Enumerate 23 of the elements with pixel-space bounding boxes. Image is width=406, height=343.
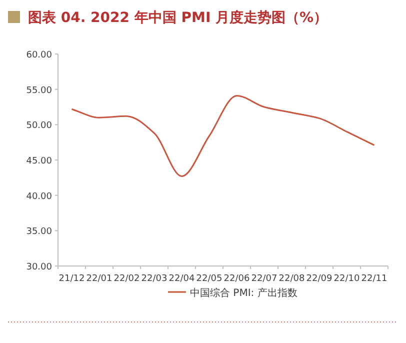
y-tick-label: 60.00 [26, 50, 52, 60]
x-tick-label: 22/04 [168, 274, 195, 284]
y-tick-label: 30.00 [26, 262, 52, 272]
x-tick-label: 22/08 [278, 274, 305, 284]
legend-label: 中国综合 PMI: 产出指数 [190, 287, 298, 299]
line-series [71, 94, 375, 178]
legend: 中国综合 PMI: 产出指数 [168, 288, 298, 299]
x-tick-label: 22/01 [86, 274, 112, 284]
x-tick-label: 22/03 [141, 274, 168, 284]
x-tick-label: 22/11 [361, 274, 388, 284]
x-tick-label: 22/09 [306, 274, 332, 284]
x-tick-label: 22/10 [334, 274, 360, 284]
y-tick-label: 50.00 [26, 121, 52, 132]
x-tick-label: 22/05 [196, 274, 222, 284]
y-tick-label: 35.00 [26, 227, 52, 238]
y-tick-label: 45.00 [26, 156, 52, 166]
x-tick-label: 22/06 [224, 274, 250, 284]
y-tick-label: 40.00 [26, 192, 52, 202]
x-tick-label: 22/07 [251, 274, 278, 284]
chart-title: 图表 04. 2022 年中国 PMI 月度走势图（%） [28, 9, 328, 26]
x-tick-label: 21/12 [58, 274, 85, 284]
x-tick-label: 22/02 [114, 274, 140, 284]
y-tick-label: 55.00 [26, 86, 52, 96]
